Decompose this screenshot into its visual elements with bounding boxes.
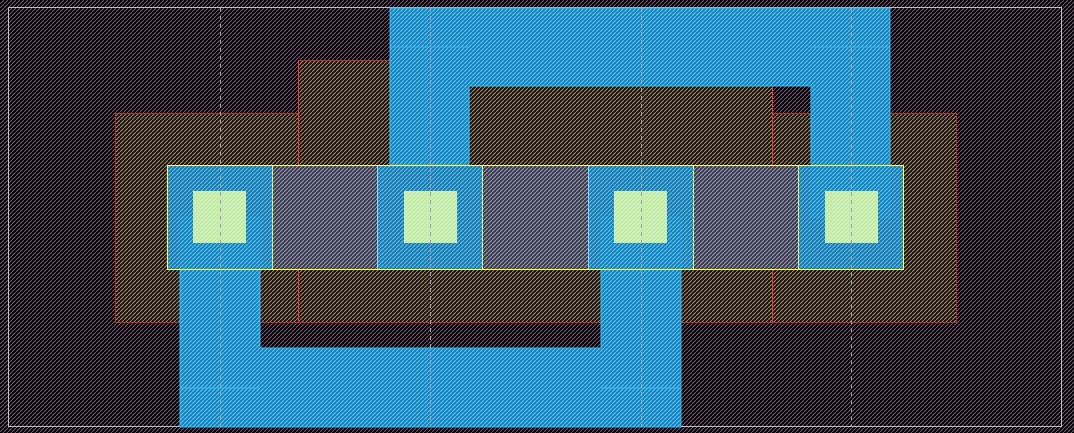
contact-via [614,191,667,243]
active-dividers [272,165,799,269]
active-region [167,165,904,270]
active-outline [167,165,904,270]
guide-lines [220,8,852,427]
contact-via [193,191,246,243]
